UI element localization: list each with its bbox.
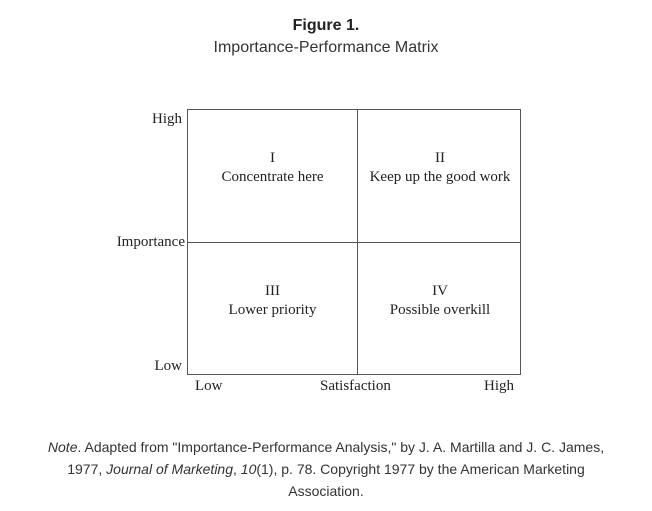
quadrant-2-label: Keep up the good work: [369, 169, 511, 185]
quadrant-3-label: Lower priority: [228, 302, 317, 318]
importance-performance-matrix: I Concentrate here II Keep up the good w…: [187, 109, 521, 375]
note-journal: Journal of Marketing: [106, 461, 233, 477]
note-prefix: Note: [47, 439, 78, 455]
matrix-horizontal-divider: [188, 242, 520, 243]
note-volume: 10: [240, 461, 257, 477]
x-axis-low-label: Low: [195, 378, 223, 394]
figure-title: Importance-Performance Matrix: [213, 39, 439, 56]
y-axis-low-label: Low: [154, 358, 183, 374]
quadrant-4-label: Possible overkill: [389, 302, 491, 318]
y-axis-title: Importance: [116, 234, 185, 250]
figure-note: Note. Adapted from "Importance-Performan…: [30, 436, 622, 502]
x-axis-title: Satisfaction: [320, 378, 391, 394]
quadrant-2: II Keep up the good work: [358, 149, 522, 187]
figure-number: Figure 1.: [292, 17, 360, 34]
quadrant-2-numeral: II: [435, 150, 445, 166]
note-text-2: (1), p. 78. Copyright 1977 by the Americ…: [256, 461, 585, 499]
quadrant-4-numeral: IV: [432, 283, 448, 299]
quadrant-3: III Lower priority: [188, 282, 357, 320]
note-separator: ,: [233, 461, 241, 477]
quadrant-1-numeral: I: [270, 150, 275, 166]
note-text-1: . Adapted from "Importance-Performance A…: [67, 439, 605, 477]
quadrant-1-label: Concentrate here: [221, 169, 324, 185]
quadrant-1: I Concentrate here: [188, 149, 357, 187]
y-axis-high-label: High: [152, 111, 182, 127]
quadrant-3-numeral: III: [265, 283, 280, 299]
x-axis-high-label: High: [484, 378, 514, 394]
quadrant-4: IV Possible overkill: [358, 282, 522, 320]
